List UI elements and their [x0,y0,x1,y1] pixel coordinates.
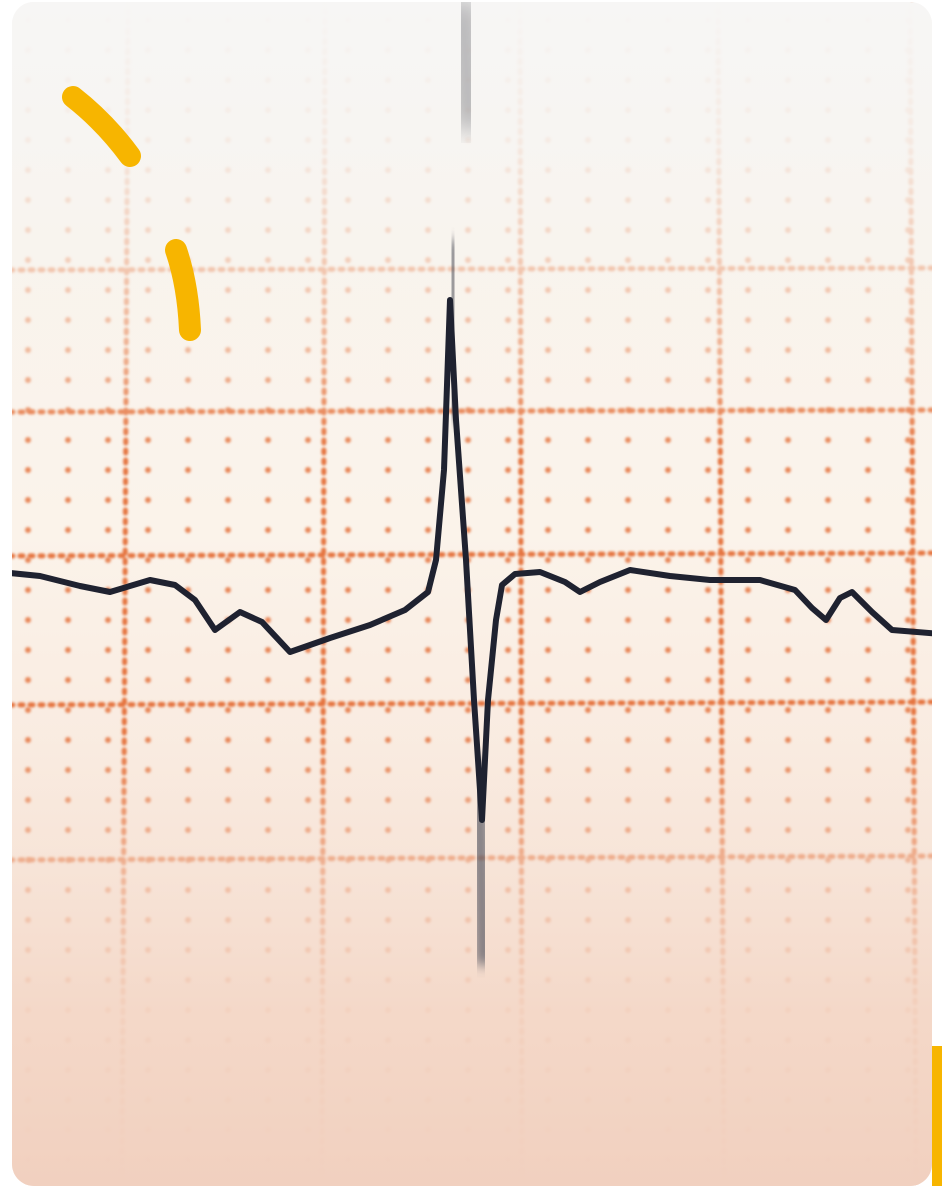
decor-stroke [165,239,201,341]
decor-stroke [62,86,141,167]
ecg-trace [12,297,932,823]
decor-strokes [62,86,201,341]
decor-bar [932,1046,942,1186]
trace-blur-top [448,2,484,131]
